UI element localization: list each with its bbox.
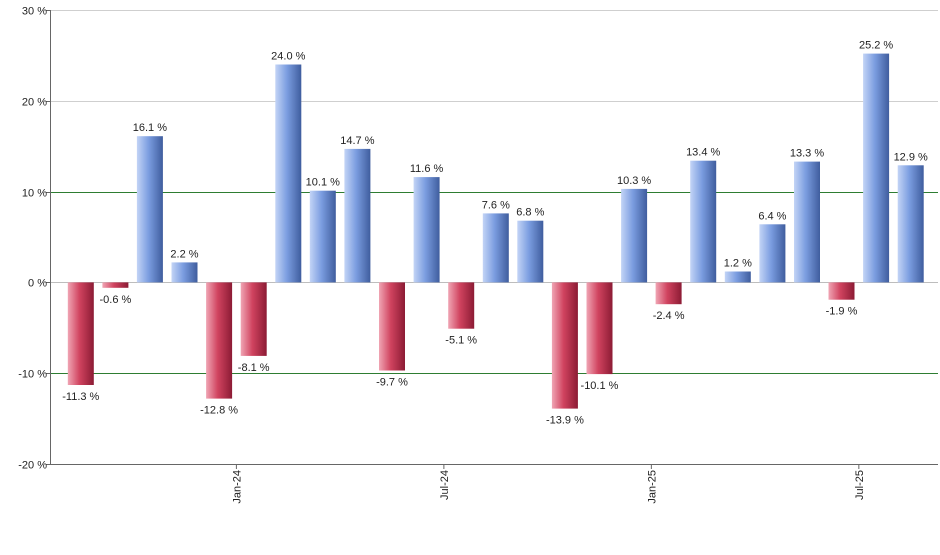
data-label: 25.2 % xyxy=(859,40,893,52)
bar xyxy=(690,160,717,283)
data-label: -2.4 % xyxy=(653,310,685,322)
data-label: -11.3 % xyxy=(62,391,99,403)
grid-lines xyxy=(50,10,938,374)
data-label: 6.4 % xyxy=(758,210,786,222)
bar xyxy=(897,165,924,283)
bar xyxy=(621,188,648,283)
x-tick-label: Jan-25 xyxy=(646,470,658,504)
data-label: 10.1 % xyxy=(306,177,340,189)
bar xyxy=(482,213,509,283)
data-label: -5.1 % xyxy=(445,335,477,347)
data-label: -1.9 % xyxy=(826,306,858,318)
bar xyxy=(517,220,544,283)
data-label: 13.4 % xyxy=(686,147,720,159)
bar xyxy=(794,161,820,283)
y-tick-label: -20 % xyxy=(18,460,47,472)
bar xyxy=(206,282,233,399)
bar xyxy=(67,282,94,385)
data-label: 16.1 % xyxy=(133,122,167,134)
bar xyxy=(344,148,371,283)
data-labels: -11.3 % -0.6 % 16.1 % 2.2 % -12.8 % -8.1 % 24.… xyxy=(62,40,928,427)
bar xyxy=(413,177,440,283)
y-tick-label: 0 % xyxy=(28,278,47,290)
bars xyxy=(67,53,924,409)
bar xyxy=(828,282,855,300)
data-label: 13.3 % xyxy=(790,148,824,160)
data-label: -13.9 % xyxy=(546,415,584,427)
data-label: 11.6 % xyxy=(410,163,444,175)
data-label: 6.8 % xyxy=(516,207,544,219)
bar xyxy=(863,53,890,283)
data-label: -12.8 % xyxy=(200,405,238,417)
x-tick-label: Jul-24 xyxy=(439,470,451,500)
bar xyxy=(275,64,302,283)
data-label: 14.7 % xyxy=(340,135,374,147)
data-label: 2.2 % xyxy=(170,248,198,260)
data-label: 24.0 % xyxy=(271,51,305,63)
data-label: 12.9 % xyxy=(894,151,928,163)
data-label: -8.1 % xyxy=(238,362,270,374)
bar xyxy=(655,282,682,305)
data-label: -0.6 % xyxy=(100,294,132,306)
y-tick-label: -10 % xyxy=(18,369,47,381)
bar xyxy=(586,282,613,375)
data-label: -10.1 % xyxy=(581,380,619,392)
bar xyxy=(448,282,475,329)
y-tick-label: 10 % xyxy=(22,188,47,200)
bar xyxy=(379,282,405,371)
bar xyxy=(309,190,336,283)
bar xyxy=(136,136,163,283)
data-label: -9.7 % xyxy=(376,377,408,389)
bar xyxy=(759,224,786,283)
y-tick-label: 20 % xyxy=(22,97,47,109)
x-tick-label: Jul-25 xyxy=(854,470,866,500)
data-label: 7.6 % xyxy=(482,199,510,211)
bar xyxy=(102,282,129,288)
data-label: 1.2 % xyxy=(724,258,752,270)
axes: -20 % -10 % 0 % 10 % 20 % 30 % Jan-24 Jul-24 Jan… xyxy=(18,6,938,504)
bar xyxy=(724,271,751,283)
bar xyxy=(551,282,578,409)
data-label: 10.3 % xyxy=(617,175,651,187)
bar xyxy=(171,262,198,283)
x-tick-label: Jan-24 xyxy=(231,470,243,504)
bar xyxy=(240,282,267,356)
y-tick-label: 30 % xyxy=(22,6,47,18)
